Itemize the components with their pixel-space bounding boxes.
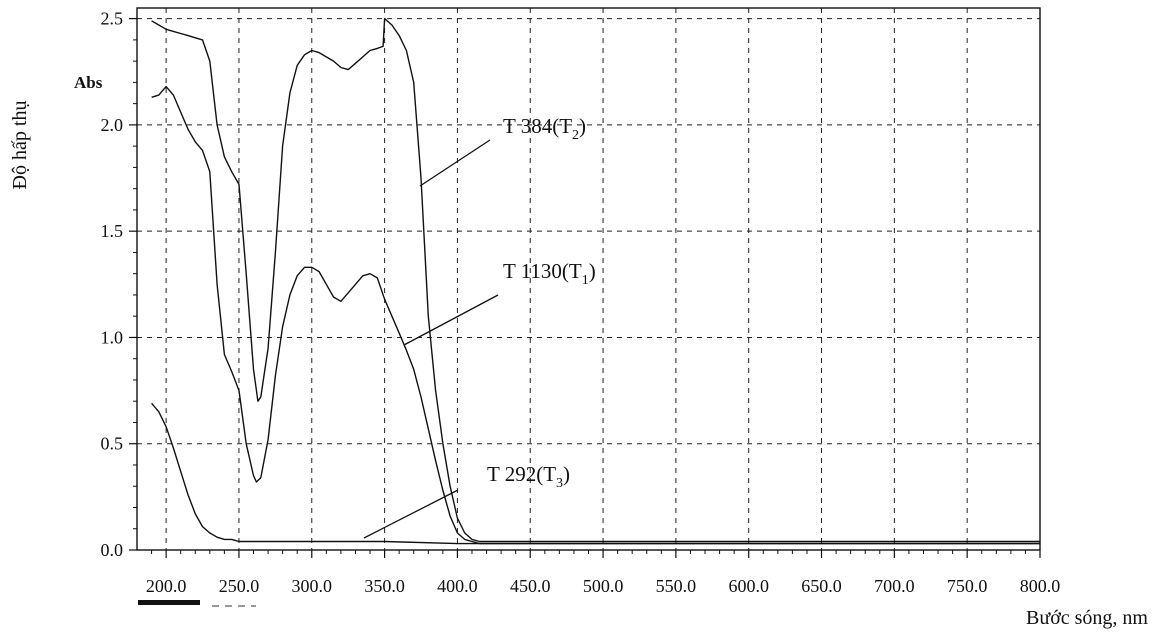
y-tick-label: 1.5 [101,221,124,241]
x-tick-label: 600.0 [728,576,769,596]
series-label: T 1130(T1) [503,259,596,288]
y-axis-label: Độ hấp thụ [9,101,31,190]
series-line-3 [151,402,1040,545]
y-tick-label: 2.0 [101,115,124,135]
x-tick-label: 750.0 [947,576,988,596]
annotations: T 384(T2) T 1130(T1) T 292(T3) [363,114,596,539]
axis-ticks: 200.0 250.0 300.0 350.0 400.0 450.0 500.0 550.0… [101,9,1061,596]
x-tick-label: 450.0 [510,576,551,596]
x-tick-label: 300.0 [292,576,333,596]
x-tick-label: 700.0 [874,576,915,596]
series-lines [151,17,1040,545]
x-tick-label: 550.0 [656,576,697,596]
legend-swatch-solid [138,600,200,605]
series-line-2 [151,85,1040,545]
x-tick-label: 200.0 [146,576,187,596]
x-tick-label: 400.0 [437,576,478,596]
x-tick-label: 500.0 [583,576,624,596]
x-tick-label: 250.0 [219,576,260,596]
x-tick-label: 800.0 [1020,576,1061,596]
series-label: T 384(T2) [503,114,586,143]
x-tick-label: 650.0 [801,576,842,596]
x-tick-label: 350.0 [364,576,405,596]
annotation-leader [363,489,459,539]
y-tick-label: 0.5 [101,434,124,454]
x-axis-label: Bước sóng, nm [1026,607,1148,629]
y-unit-label: Abs [74,73,103,92]
series-label: T 292(T3) [487,462,570,491]
annotation-leader [419,139,491,187]
y-tick-label: 1.0 [101,327,124,347]
series-line-1 [151,17,1040,543]
y-tick-label: 2.5 [101,9,124,29]
annotation-leader [403,294,499,346]
grid [137,8,1040,550]
y-tick-label: 0.0 [101,540,124,560]
